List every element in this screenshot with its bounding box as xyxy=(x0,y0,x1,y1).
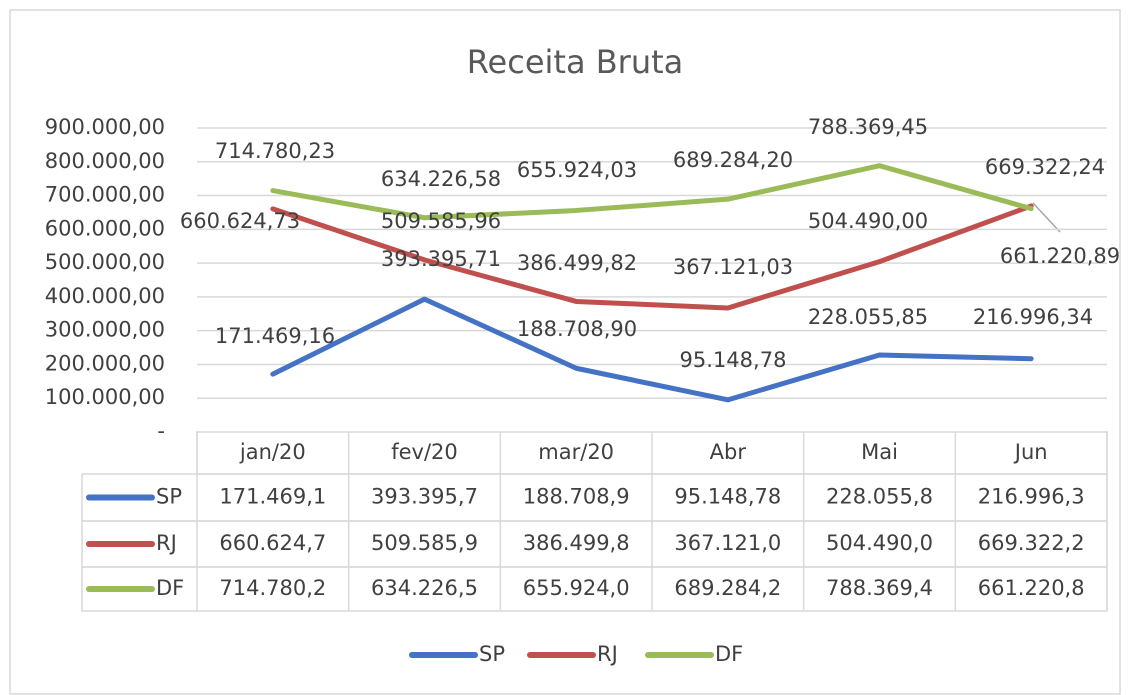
data-label: 661.220,89 xyxy=(1000,244,1120,268)
y-tick-label: 800.000,00 xyxy=(45,149,165,173)
table-cell: 386.499,8 xyxy=(523,531,630,555)
table-cell: 669.322,2 xyxy=(978,531,1085,555)
x-tick-label: Abr xyxy=(710,440,747,464)
y-tick-label: 500.000,00 xyxy=(45,250,165,274)
table-cell: 216.996,3 xyxy=(978,485,1085,509)
data-label: 386.499,82 xyxy=(517,251,637,275)
table-cell: 228.055,8 xyxy=(826,485,933,509)
table-cell: 634.226,5 xyxy=(371,576,478,600)
y-tick-label: 300.000,00 xyxy=(45,318,165,342)
series-line xyxy=(270,163,1034,221)
data-label: 188.708,90 xyxy=(517,317,637,341)
table-cell: 171.469,1 xyxy=(219,485,326,509)
table-series-name: SP xyxy=(156,485,182,509)
x-tick-label: Mai xyxy=(861,440,898,464)
table-cell: 188.708,9 xyxy=(523,485,630,509)
data-label: 714.780,23 xyxy=(215,139,335,163)
table-row xyxy=(81,566,1108,612)
table-cell: 509.585,9 xyxy=(371,531,478,555)
data-label: 634.226,58 xyxy=(381,167,501,191)
data-label: 95.148,78 xyxy=(680,348,787,372)
y-tick-label: 600.000,00 xyxy=(45,216,165,240)
data-label: 509.585,96 xyxy=(381,209,501,233)
table-cell: 660.624,7 xyxy=(219,531,326,555)
x-tick-label: fev/20 xyxy=(391,440,458,464)
data-label: 788.369,45 xyxy=(808,115,928,139)
data-label: 669.322,24 xyxy=(985,155,1105,179)
data-label: 367.121,03 xyxy=(673,255,793,279)
table-cell: 393.395,7 xyxy=(371,485,478,509)
series-line xyxy=(270,296,1034,403)
y-tick-label: 100.000,00 xyxy=(45,385,165,409)
table-cell: 367.121,0 xyxy=(674,531,781,555)
data-label: 504.490,00 xyxy=(808,209,928,233)
table-cell: 504.490,0 xyxy=(826,531,933,555)
chart-title: Receita Bruta xyxy=(467,43,684,81)
table-series-name: RJ xyxy=(156,531,177,555)
legend-label: SP xyxy=(479,642,505,666)
data-label: 393.395,71 xyxy=(381,247,501,271)
data-label: 171.469,16 xyxy=(215,324,335,348)
chart-border xyxy=(9,9,1121,695)
leader-line xyxy=(1032,202,1061,233)
table-cell: 95.148,78 xyxy=(674,485,781,509)
data-label: 655.924,03 xyxy=(517,158,637,182)
table-series-name: DF xyxy=(156,576,184,600)
series-line xyxy=(270,203,1034,311)
y-tick-label: 700.000,00 xyxy=(45,183,165,207)
table-cell: 655.924,0 xyxy=(523,576,630,600)
y-tick-label: - xyxy=(157,419,165,443)
legend-label: RJ xyxy=(597,642,618,666)
x-tick-label: mar/20 xyxy=(538,440,614,464)
x-tick-label: jan/20 xyxy=(239,440,306,464)
legend-label: DF xyxy=(715,642,743,666)
table-cell: 661.220,8 xyxy=(978,576,1085,600)
table-cell: 788.369,4 xyxy=(826,576,933,600)
data-label: 228.055,85 xyxy=(808,305,928,329)
y-tick-label: 200.000,00 xyxy=(45,351,165,375)
y-tick-label: 900.000,00 xyxy=(45,115,165,139)
data-label: 689.284,20 xyxy=(673,148,793,172)
data-label: 660.624,73 xyxy=(180,209,300,233)
data-label: 216.996,34 xyxy=(973,305,1093,329)
table-cell: 689.284,2 xyxy=(674,576,781,600)
y-tick-label: 400.000,00 xyxy=(45,284,165,308)
table-cell: 714.780,2 xyxy=(219,576,326,600)
x-tick-label: Jun xyxy=(1013,440,1048,464)
